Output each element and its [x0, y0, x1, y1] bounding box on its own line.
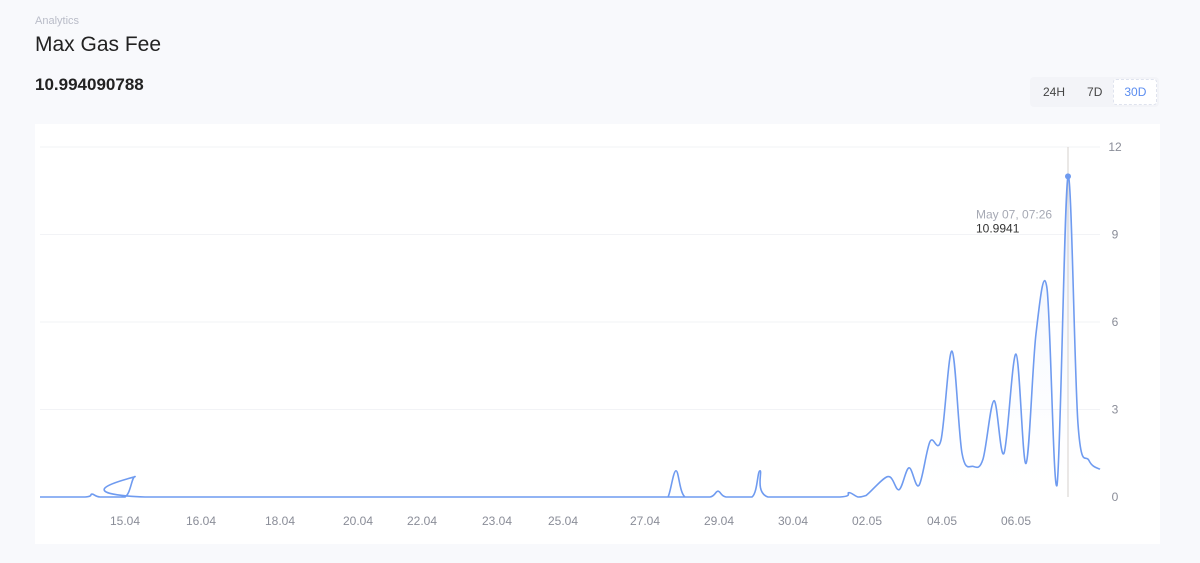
x-tick-label: 30.04 [778, 514, 808, 528]
chart-card: 0 3 6 9 12 15.04 16.04 18.04 20.04 22.04 23.04 25.0… [35, 124, 1160, 544]
x-tick-label: 04.05 [927, 514, 957, 528]
x-tick-label: 02.05 [852, 514, 882, 528]
y-tick-label: 6 [1112, 315, 1119, 329]
y-tick-label: 9 [1112, 228, 1119, 242]
breadcrumb: Analytics [35, 15, 80, 27]
tooltip-value: 10.9941 [976, 221, 1020, 235]
series-area [40, 176, 1100, 497]
x-tick-label: 22.04 [407, 514, 437, 528]
x-tick-label: 06.05 [1001, 514, 1031, 528]
page-title: Max Gas Fee [35, 33, 162, 56]
x-tick-label: 16.04 [186, 514, 216, 528]
x-tick-label: 25.04 [548, 514, 578, 528]
range-7d-button[interactable]: 7D [1087, 85, 1103, 99]
time-range-selector: 24H 7D 30D [1030, 77, 1160, 107]
y-tick-label: 12 [1108, 140, 1122, 154]
y-tick-label: 0 [1112, 490, 1119, 504]
hover-point [1065, 173, 1071, 180]
x-tick-label: 18.04 [265, 514, 295, 528]
series-line [40, 175, 1101, 498]
x-tick-label: 27.04 [630, 514, 660, 528]
x-tick-label: 23.04 [482, 514, 512, 528]
range-30d-button[interactable]: 30D [1113, 79, 1158, 105]
x-tick-label: 29.04 [704, 514, 734, 528]
tooltip-date: May 07, 07:26 [976, 207, 1052, 221]
range-24h-button[interactable]: 24H [1043, 85, 1066, 99]
current-value: 10.994090788 [35, 75, 144, 94]
x-tick-label: 15.04 [110, 514, 140, 528]
gas-fee-chart[interactable]: 0 3 6 9 12 15.04 16.04 18.04 20.04 22.04 23.04 25.0… [35, 124, 1160, 544]
x-tick-label: 20.04 [343, 514, 373, 528]
y-tick-label: 3 [1112, 403, 1119, 417]
